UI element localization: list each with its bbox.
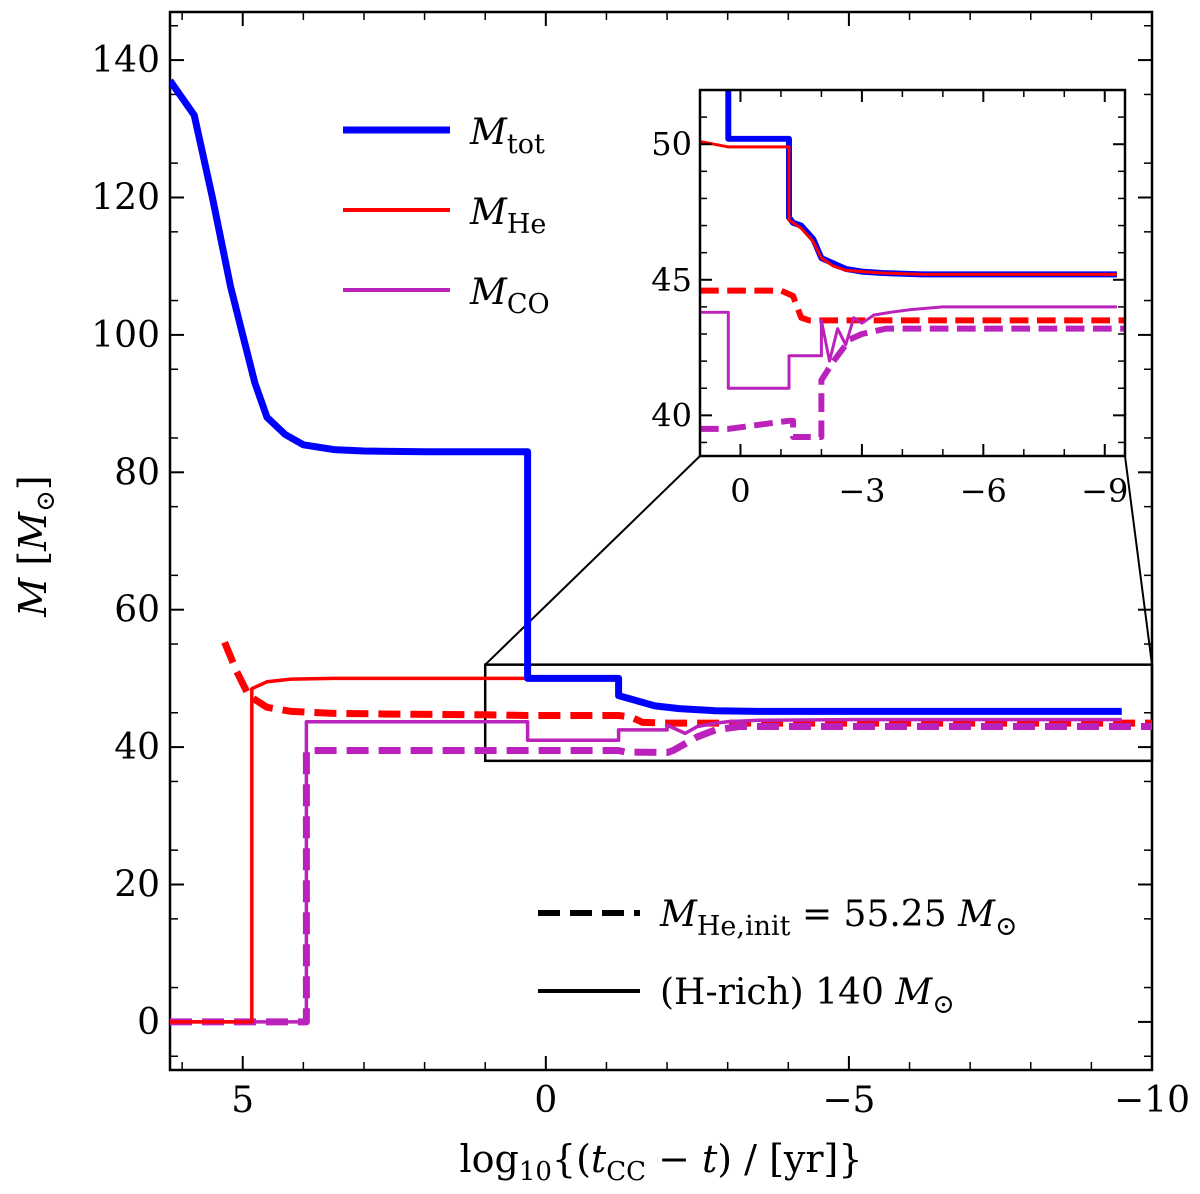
y-tick-label: 20 bbox=[114, 865, 160, 906]
inset-x-tick-label: −9 bbox=[1081, 472, 1128, 510]
series-m-co-dashed bbox=[700, 325, 1125, 440]
y-tick-label: 40 bbox=[114, 727, 160, 768]
legend-label-m-he: MHe bbox=[469, 192, 546, 240]
y-tick-label: 60 bbox=[114, 590, 160, 631]
x-tick-label: 5 bbox=[231, 1080, 254, 1121]
style-legend-label-solid: (H-rich) 140 M⊙ bbox=[660, 972, 955, 1020]
y-tick-label: 140 bbox=[91, 40, 160, 81]
x-axis-label: log10{(tCC − t) / [yr]} bbox=[459, 1137, 862, 1187]
legend-label-m-co: MCO bbox=[469, 272, 550, 320]
zoom-connector-left bbox=[484, 455, 701, 666]
y-tick-label: 100 bbox=[91, 315, 160, 356]
series-m-he bbox=[700, 140, 1117, 276]
inset-x-tick-label: −3 bbox=[838, 472, 885, 510]
legend-label-m-tot: Mtot bbox=[469, 112, 545, 160]
y-tick-label: 0 bbox=[137, 1002, 160, 1043]
inset-x-tick-label: 0 bbox=[730, 472, 750, 510]
series-m-co bbox=[170, 717, 1122, 1024]
y-axis-label: M [M⊙] bbox=[11, 475, 61, 617]
y-tick-label: 80 bbox=[114, 452, 160, 493]
plot-area bbox=[168, 10, 1154, 1072]
inset-y-tick-label: 40 bbox=[651, 396, 692, 434]
inset-y-tick-label: 50 bbox=[651, 125, 692, 163]
inset: 0 −3 −6 −9 40 45 50 bbox=[651, 88, 1128, 510]
inset-frame bbox=[698, 88, 1127, 458]
x-tick-label: −5 bbox=[822, 1080, 875, 1121]
inset-series bbox=[700, 90, 1125, 440]
series-m-co bbox=[700, 305, 1117, 390]
y-tick-label: 120 bbox=[91, 177, 160, 218]
legend: Mtot MHe MCO bbox=[343, 112, 550, 320]
series-m-co-dashed bbox=[170, 723, 1152, 1026]
series-m-tot bbox=[170, 78, 1122, 715]
x-tick-label: 0 bbox=[534, 1080, 557, 1121]
x-tick-label: −10 bbox=[1114, 1080, 1190, 1121]
zoom-connector-right bbox=[1124, 455, 1153, 665]
inset-y-tick-label: 45 bbox=[651, 261, 692, 299]
inset-ticks: 0 −3 −6 −9 40 45 50 bbox=[651, 89, 1128, 510]
main-series bbox=[170, 78, 1152, 1026]
style-legend: MHe,init = 55.25 M⊙ (H-rich) 140 M⊙ bbox=[538, 894, 1018, 1020]
style-legend-label-dashed: MHe,init = 55.25 M⊙ bbox=[659, 894, 1018, 942]
series-m-he-dashed bbox=[700, 287, 1125, 324]
inset-x-tick-label: −6 bbox=[960, 472, 1007, 510]
